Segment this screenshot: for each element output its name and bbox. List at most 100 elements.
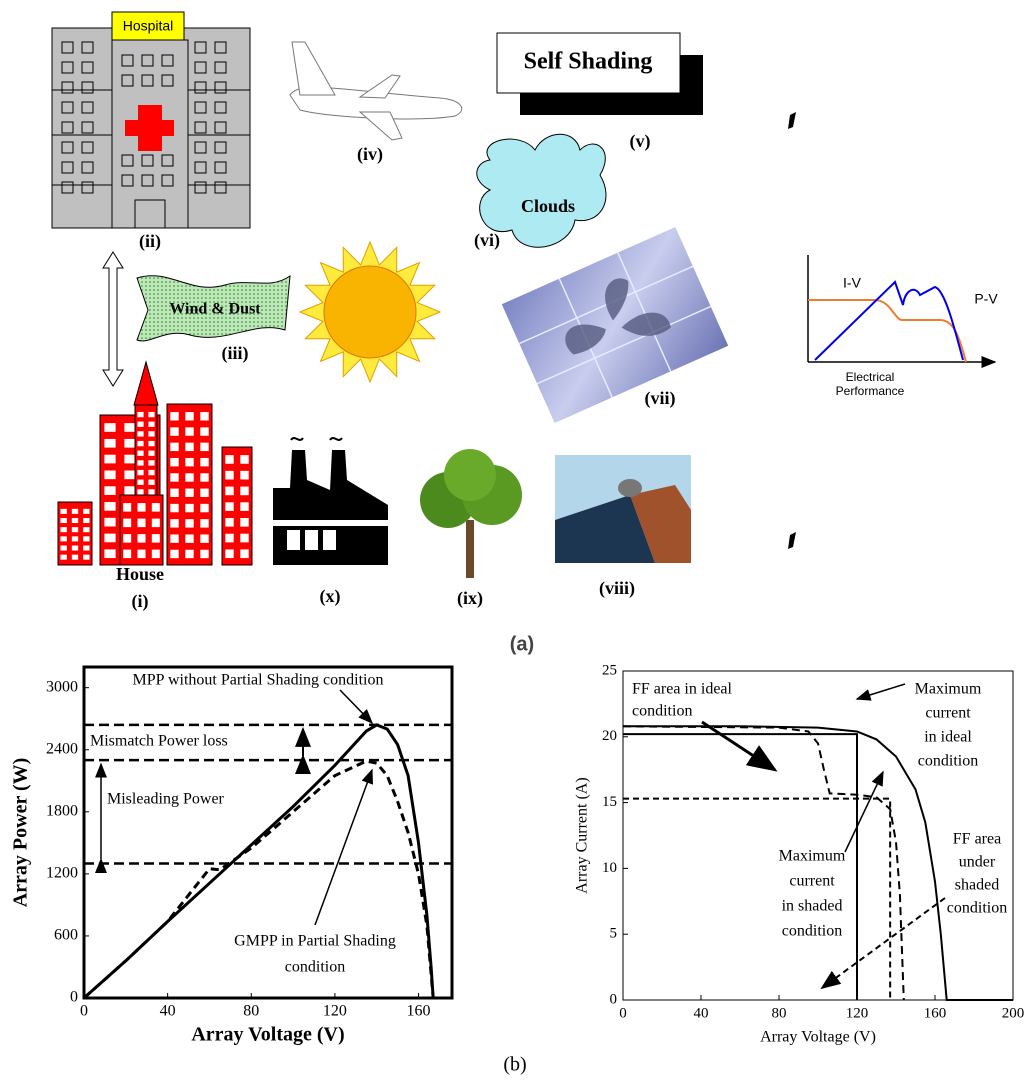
- label: Electrical: [846, 370, 895, 384]
- series-line: [84, 725, 433, 998]
- window: [104, 502, 115, 511]
- label: (i): [132, 591, 149, 612]
- window: [82, 142, 93, 153]
- solar-panel: [502, 227, 728, 423]
- window: [82, 102, 93, 113]
- window: [225, 518, 233, 527]
- window: [287, 530, 300, 550]
- window: [225, 549, 233, 558]
- window: [170, 458, 178, 466]
- annotation: FF area in ideal: [632, 681, 733, 698]
- window: [225, 471, 233, 480]
- y-tick-label: 2400: [46, 740, 78, 757]
- y-tick-label: 1800: [46, 802, 78, 819]
- annotation: condition: [918, 753, 978, 770]
- window: [225, 502, 233, 511]
- window: [240, 534, 248, 543]
- label: Wind & Dust: [169, 301, 261, 318]
- label: Performance: [836, 384, 905, 398]
- x-tick-label: 80: [243, 1003, 259, 1020]
- label: (v): [630, 131, 651, 152]
- window: [215, 182, 226, 193]
- inset-axes: [808, 255, 995, 362]
- window: [185, 412, 193, 420]
- window: [200, 489, 208, 497]
- label: (vi): [474, 230, 500, 251]
- y-tick-label: 15: [602, 794, 617, 810]
- window: [137, 451, 143, 456]
- label: (ix): [457, 588, 483, 609]
- window: [152, 503, 160, 512]
- door: [135, 200, 165, 228]
- window: [170, 427, 178, 435]
- window: [137, 470, 143, 475]
- window: [148, 480, 154, 485]
- window: [195, 142, 206, 153]
- label: (iv): [357, 144, 383, 165]
- trunk: [466, 520, 474, 578]
- window: [240, 502, 248, 511]
- houses: [58, 404, 252, 565]
- window: [162, 155, 173, 166]
- window: [62, 142, 73, 153]
- sun: [324, 266, 416, 358]
- window: [240, 487, 248, 496]
- window: [83, 555, 89, 560]
- y-tick-label: 10: [602, 860, 617, 876]
- window: [185, 443, 193, 451]
- y-tick-label: 600: [54, 927, 78, 944]
- window: [195, 162, 206, 173]
- window: [185, 473, 193, 481]
- window: [200, 550, 208, 558]
- window: [137, 534, 145, 543]
- window: [170, 519, 178, 527]
- stripe: [273, 520, 388, 526]
- annotation: current: [925, 705, 971, 722]
- x-tick-label: 80: [772, 1005, 787, 1021]
- window: [142, 175, 153, 186]
- window: [152, 519, 160, 528]
- window: [148, 489, 154, 494]
- annotation: GMPP in Partial Shading: [234, 933, 396, 950]
- window: [142, 155, 153, 166]
- label: I-V: [843, 275, 862, 291]
- x-tick-label: 40: [694, 1005, 709, 1021]
- window: [162, 75, 173, 86]
- annotation: condition: [632, 703, 692, 720]
- ff-rectangle: [623, 734, 857, 1000]
- illustration: Hospital (ii) (iv) Self Shading (v) Clou…: [52, 12, 998, 655]
- window: [62, 162, 73, 173]
- window: [83, 509, 89, 514]
- window: [104, 486, 115, 495]
- window: [122, 75, 133, 86]
- window: [137, 431, 143, 436]
- window: [60, 527, 66, 532]
- window: [62, 82, 73, 93]
- annotation: Maximum: [779, 848, 846, 865]
- x-tick-label: 160: [407, 1003, 431, 1020]
- window: [215, 162, 226, 173]
- double-arrow: [103, 252, 123, 386]
- annotation-arrow: [340, 690, 372, 723]
- window: [83, 536, 89, 541]
- window: [82, 122, 93, 133]
- y-tick-label: 0: [70, 989, 78, 1006]
- window: [200, 443, 208, 451]
- window: [104, 455, 115, 464]
- annotation-arrow: [845, 772, 883, 852]
- window: [60, 546, 66, 551]
- window: [142, 75, 153, 86]
- window: [137, 412, 143, 417]
- label: (ii): [139, 231, 161, 252]
- window: [124, 470, 135, 479]
- window: [148, 412, 154, 417]
- window: [185, 427, 193, 435]
- window: [62, 122, 73, 133]
- annotation: Mismatch Power loss: [90, 733, 228, 750]
- y-axis-label: Array Current (A): [574, 777, 591, 893]
- window: [195, 182, 206, 193]
- label: Clouds: [521, 196, 575, 216]
- y-tick-label: 0: [610, 991, 618, 1007]
- window: [72, 527, 78, 532]
- chart: 040801201602000510152025Array Voltage (V…: [574, 662, 1025, 1045]
